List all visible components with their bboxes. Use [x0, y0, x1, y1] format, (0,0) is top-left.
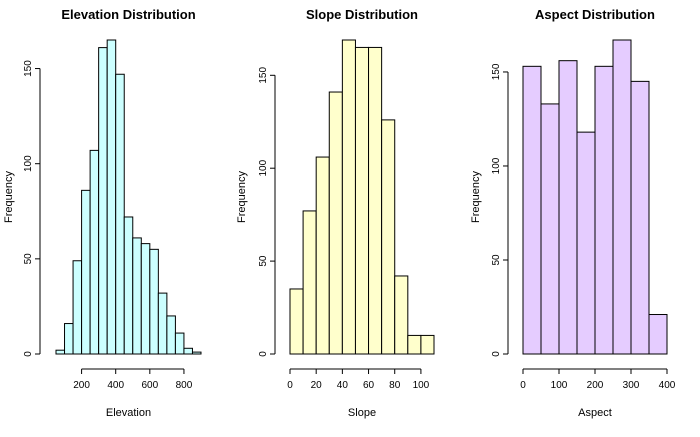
- x-tick-label: 200: [73, 380, 90, 391]
- histogram-bar: [522, 65, 542, 355]
- y-tick-label: 50: [258, 255, 269, 267]
- histogram-bar: [576, 131, 596, 355]
- histogram-bar: [55, 349, 66, 355]
- histogram-bar: [191, 351, 202, 355]
- histogram-bar: [407, 334, 422, 355]
- x-tick-label: 200: [587, 380, 604, 391]
- histogram-bar: [115, 73, 125, 355]
- y-tick-label: 150: [258, 67, 269, 84]
- y-axis-label: Frequency: [470, 171, 482, 223]
- x-tick-label: 60: [363, 380, 375, 391]
- y-tick-label: 0: [23, 351, 34, 357]
- histogram-bar: [166, 315, 176, 355]
- x-tick-label: 0: [287, 380, 293, 391]
- histogram-bar: [183, 347, 193, 355]
- histogram-bar: [72, 260, 83, 355]
- x-tick-label: 20: [311, 380, 323, 391]
- histogram-bar: [354, 46, 370, 355]
- histogram-bar: [381, 119, 396, 355]
- histogram-bar: [157, 292, 168, 355]
- histogram-bar: [648, 314, 668, 355]
- histogram-bar: [420, 334, 435, 355]
- histogram-bar: [81, 189, 91, 355]
- x-tick-label: 100: [551, 380, 568, 391]
- chart-title: Elevation Distribution: [61, 7, 195, 22]
- y-tick-label: 0: [258, 351, 269, 357]
- histogram-bar: [302, 210, 317, 355]
- y-tick-label: 100: [258, 159, 269, 176]
- histogram-bar: [140, 243, 151, 355]
- histogram-bar: [149, 248, 159, 355]
- histogram-bar: [98, 47, 108, 355]
- x-axis-label: Aspect: [578, 407, 612, 419]
- chart-title: Aspect Distribution: [535, 7, 655, 22]
- y-tick-label: 100: [491, 157, 502, 174]
- histogram-bar: [594, 65, 614, 355]
- x-tick-label: 800: [176, 380, 193, 391]
- histogram-bar: [328, 91, 343, 355]
- histogram-bar: [106, 39, 117, 355]
- x-tick-label: 80: [389, 380, 401, 391]
- x-tick-label: 300: [623, 380, 640, 391]
- x-axis-label: Slope: [348, 407, 376, 419]
- x-tick-label: 600: [141, 380, 158, 391]
- y-tick-label: 0: [491, 351, 502, 357]
- y-tick-label: 100: [23, 155, 34, 172]
- chart-title: Slope Distribution: [306, 7, 418, 22]
- histogram-bar: [132, 237, 142, 355]
- histogram-bar: [612, 39, 632, 355]
- y-axis-label: Frequency: [3, 171, 15, 223]
- y-axis-label: Frequency: [236, 171, 248, 223]
- histogram-bar: [341, 39, 356, 355]
- x-tick-label: 400: [107, 380, 124, 391]
- x-axis-label: Elevation: [106, 407, 151, 419]
- histogram-bar: [289, 288, 304, 355]
- histogram-bar: [174, 332, 185, 355]
- histogram-bar: [630, 80, 650, 355]
- x-tick-label: 0: [520, 380, 526, 391]
- x-tick-label: 100: [413, 380, 430, 391]
- histogram-bar: [368, 46, 383, 355]
- histogram-bar: [64, 323, 74, 355]
- histogram-bar: [394, 275, 409, 355]
- x-tick-label: 400: [659, 380, 676, 391]
- y-tick-label: 50: [23, 253, 34, 265]
- histogram-bar: [315, 156, 330, 355]
- histogram-bar: [123, 216, 134, 355]
- histogram-bar: [89, 149, 100, 355]
- y-tick-label: 150: [23, 60, 34, 77]
- y-tick-label: 150: [491, 63, 502, 80]
- y-tick-label: 50: [491, 254, 502, 266]
- histogram-bar: [540, 103, 560, 355]
- histogram-bar: [558, 60, 578, 355]
- x-tick-label: 40: [337, 380, 349, 391]
